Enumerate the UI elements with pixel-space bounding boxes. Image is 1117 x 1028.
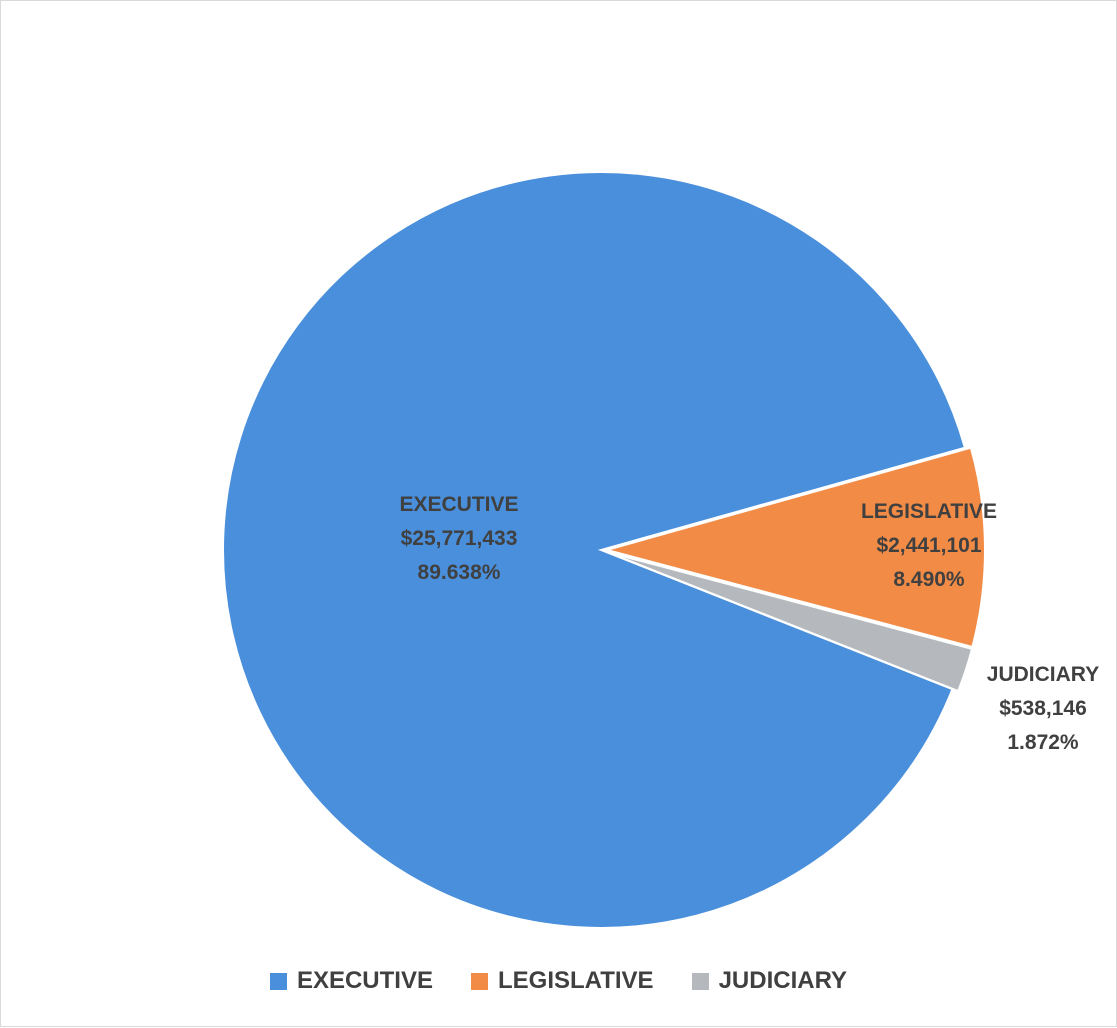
data-label-judiciary-percent: 1.872% [1007,731,1079,754]
data-label-judiciary-name: JUDICIARY [987,663,1099,686]
legend-swatch-executive [269,972,287,990]
legend-item-legislative: LEGISLATIVE [470,967,654,995]
data-label-judiciary-amount: $538,146 [999,697,1087,720]
legend-item-executive: EXECUTIVE [269,967,433,995]
pie-slice-executive [222,171,967,930]
pie-slice-judiciary [606,550,974,693]
data-label-legislative-amount: $2,441,101 [876,534,981,557]
legend-label-legislative: LEGISLATIVE [497,967,654,994]
data-label-executive-amount: $25,771,433 [401,527,518,550]
legend-swatch-judiciary [691,972,709,990]
legend-label-judiciary: JUDICIARY [718,967,848,994]
data-label-legislative-name: LEGISLATIVE [861,500,997,523]
legend-swatch-legislative [470,972,488,990]
chart-legend: EXECUTIVE LEGISLATIVE JUDICIARY [1,967,1116,995]
data-label-legislative-percent: 8.490% [893,568,965,591]
data-label-executive-name: EXECUTIVE [399,493,518,516]
pie-slice-legislative [603,446,986,649]
data-label-executive-percent: 89.638% [418,561,501,584]
legend-item-judiciary: JUDICIARY [691,967,848,995]
legend-label-executive: EXECUTIVE [296,967,433,994]
